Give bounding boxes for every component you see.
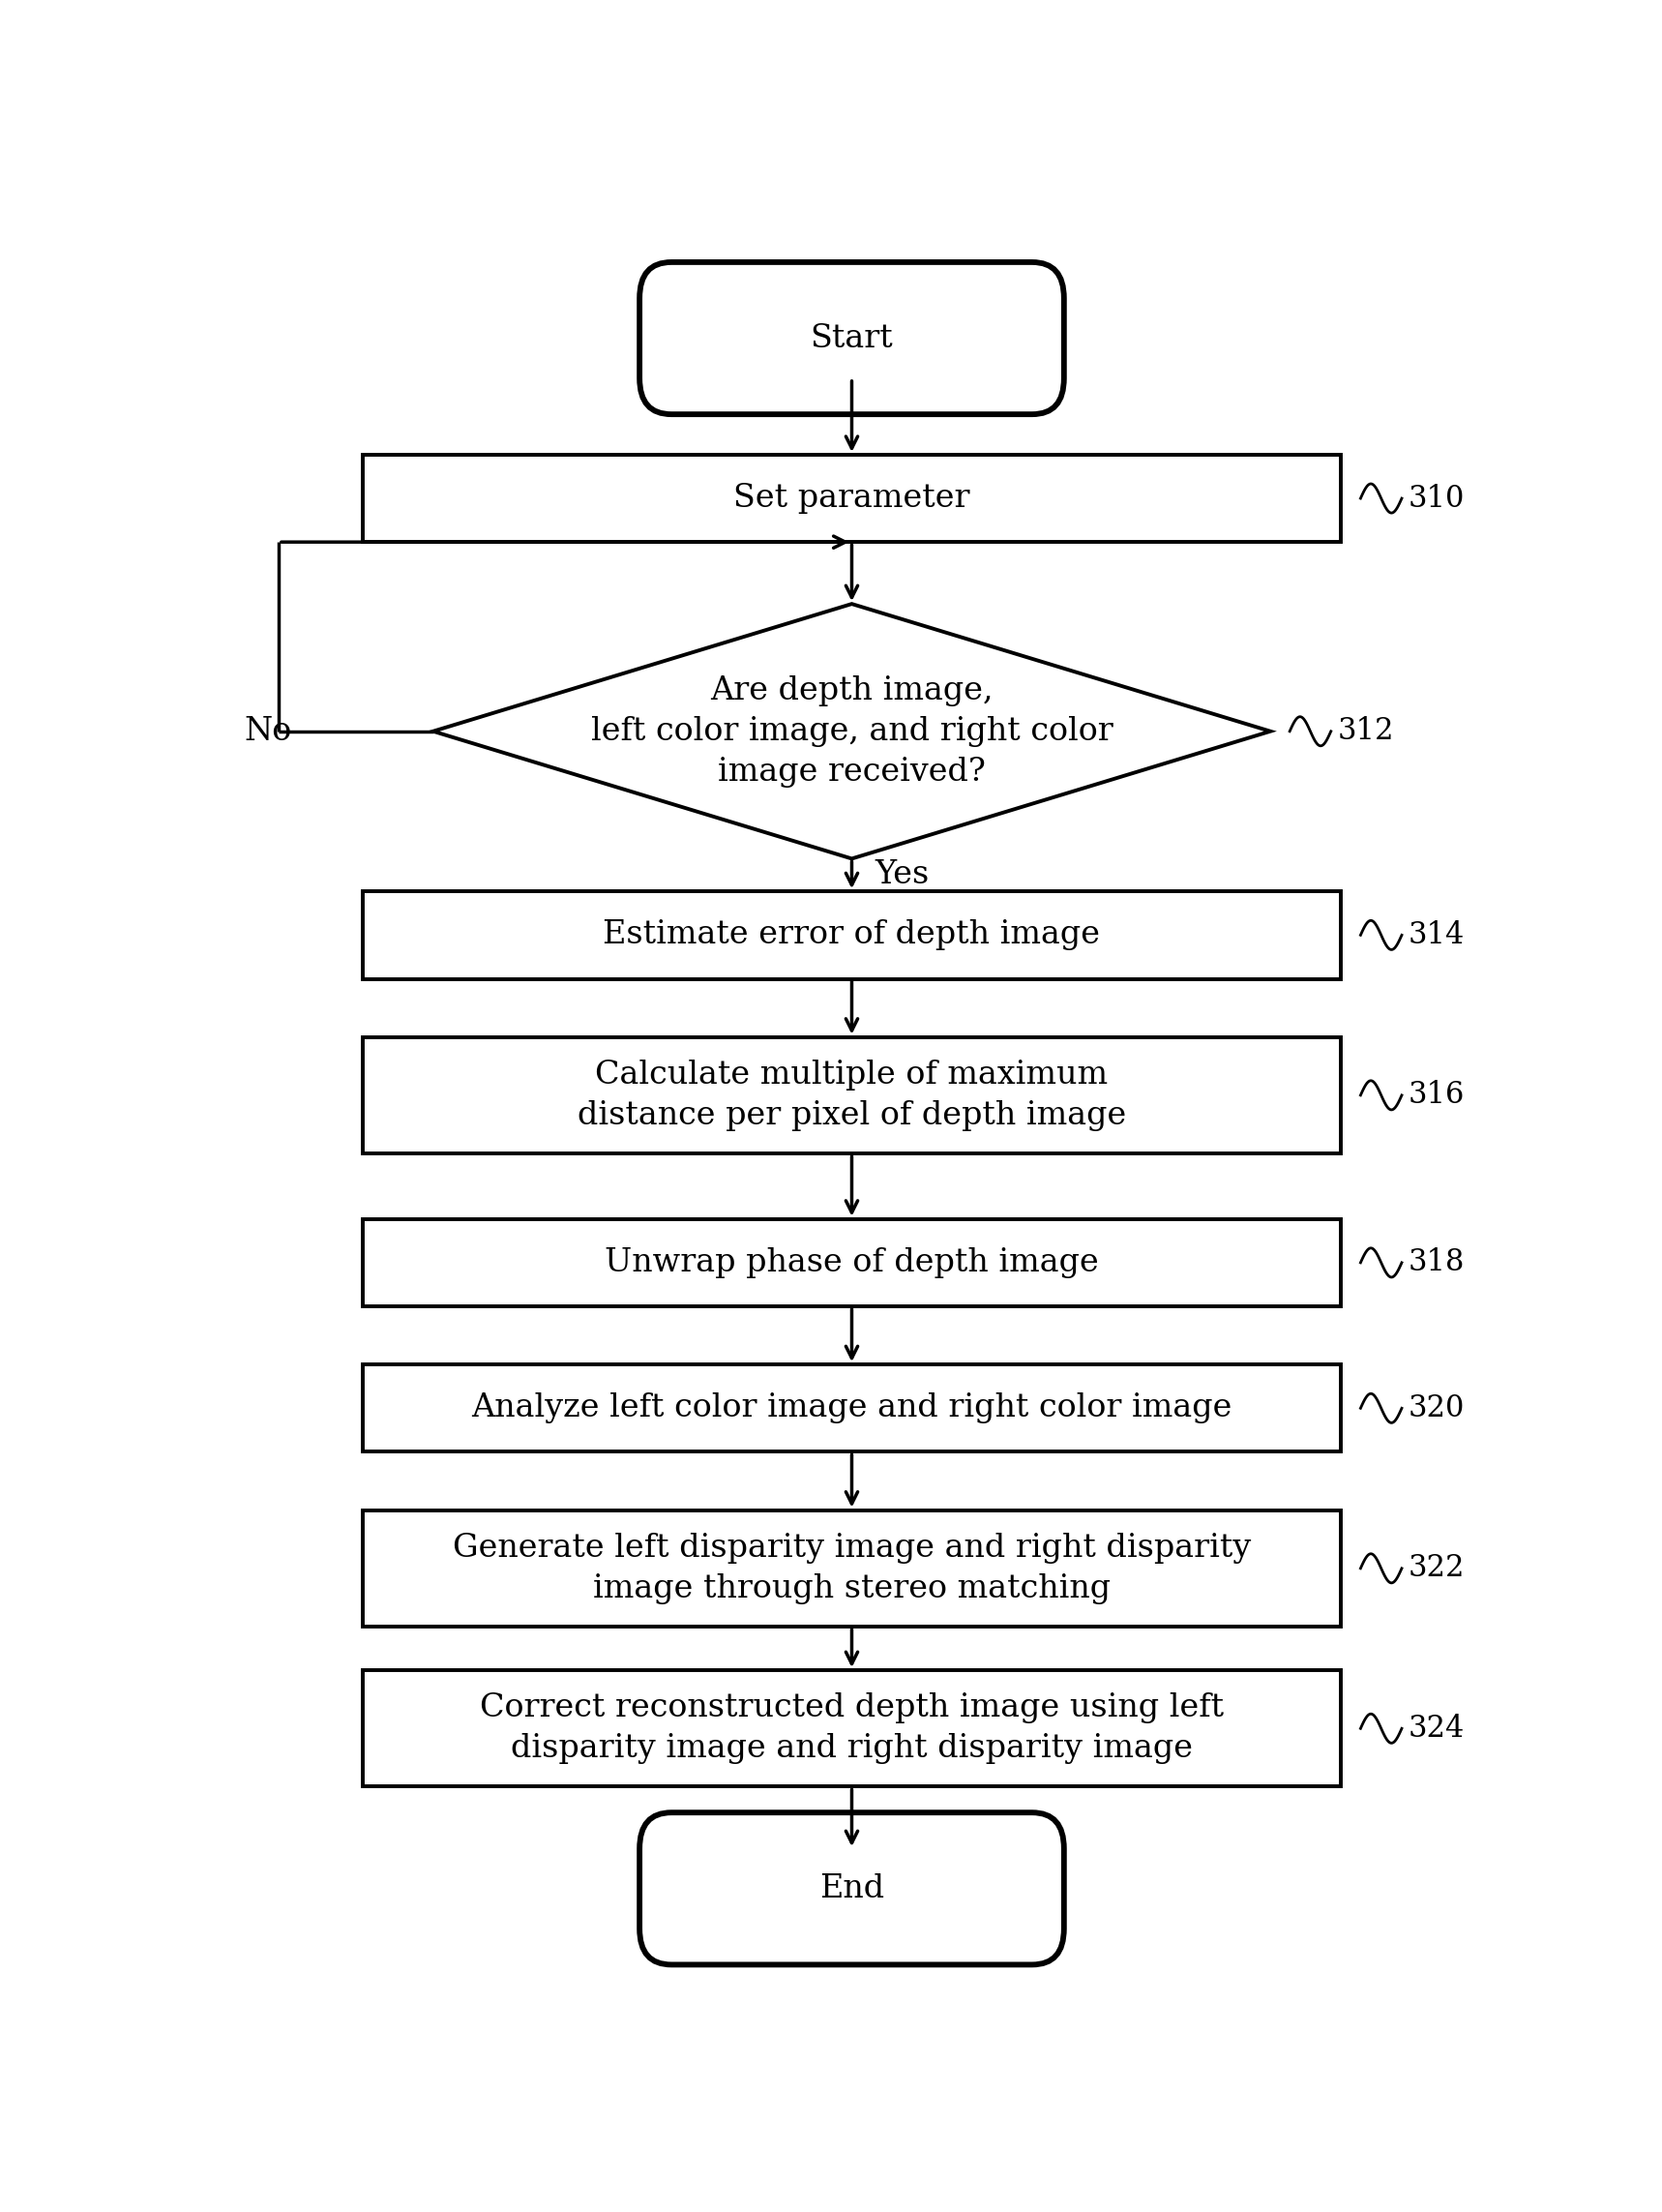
FancyBboxPatch shape: [640, 1812, 1064, 1964]
Text: 314: 314: [1408, 920, 1464, 951]
Bar: [362, 1219, 1341, 1307]
Text: Unwrap phase of depth image: Unwrap phase of depth image: [605, 1248, 1099, 1279]
FancyBboxPatch shape: [640, 263, 1064, 414]
Text: 310: 310: [1408, 484, 1464, 513]
Text: Set parameter: Set parameter: [733, 482, 971, 513]
Text: Yes: Yes: [874, 860, 929, 891]
Text: End: End: [819, 1874, 884, 1905]
Text: 320: 320: [1408, 1394, 1464, 1422]
Text: Are depth image,
left color image, and right color
image received?: Are depth image, left color image, and r…: [590, 675, 1114, 787]
Text: 324: 324: [1408, 1714, 1464, 1743]
Text: Generate left disparity image and right disparity
image through stereo matching: Generate left disparity image and right …: [452, 1533, 1251, 1604]
Text: 322: 322: [1408, 1553, 1464, 1584]
Text: Analyze left color image and right color image: Analyze left color image and right color…: [472, 1394, 1232, 1425]
Text: Start: Start: [811, 323, 892, 354]
Bar: [362, 456, 1341, 542]
Bar: [362, 1670, 1341, 1787]
Polygon shape: [434, 604, 1270, 858]
Text: Estimate error of depth image: Estimate error of depth image: [603, 920, 1100, 951]
Bar: [362, 1037, 1341, 1152]
Text: 318: 318: [1408, 1248, 1464, 1279]
Bar: [362, 1511, 1341, 1626]
Text: Calculate multiple of maximum
distance per pixel of depth image: Calculate multiple of maximum distance p…: [577, 1060, 1127, 1130]
Text: 316: 316: [1408, 1079, 1464, 1110]
Bar: [362, 891, 1341, 978]
Bar: [362, 1365, 1341, 1451]
Text: Correct reconstructed depth image using left
disparity image and right disparity: Correct reconstructed depth image using …: [480, 1692, 1223, 1765]
Text: No: No: [244, 717, 291, 748]
Text: 312: 312: [1338, 717, 1394, 745]
